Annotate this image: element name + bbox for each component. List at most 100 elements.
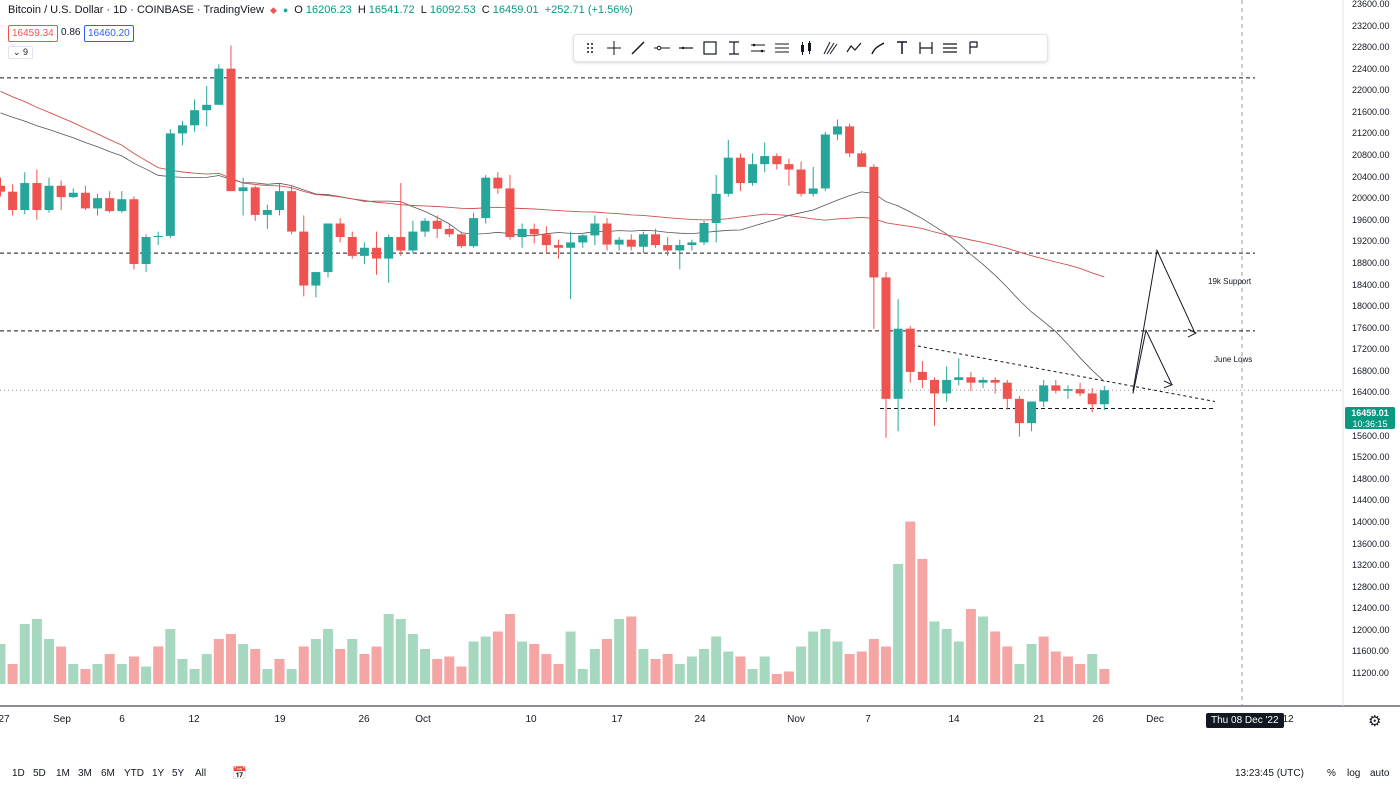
- range-button-1m[interactable]: 1M: [56, 768, 70, 779]
- auto-toggle[interactable]: auto: [1370, 768, 1390, 779]
- candle: [553, 239, 563, 259]
- candle: [117, 191, 127, 213]
- candle-body: [808, 188, 818, 194]
- range-button-1d[interactable]: 1D: [12, 768, 25, 779]
- price-tick-label: 18000.00: [1352, 301, 1390, 312]
- volume-bar: [856, 651, 867, 684]
- volume-bar: [541, 654, 552, 684]
- price-tick-label: 14400.00: [1352, 495, 1390, 506]
- candle-body: [323, 223, 333, 273]
- brush-icon[interactable]: [866, 36, 890, 60]
- volume-bar: [893, 564, 904, 684]
- volume-bar: [529, 644, 540, 684]
- range-button-5y[interactable]: 5Y: [172, 768, 185, 779]
- price-tick-label: 11600.00: [1352, 646, 1389, 657]
- time-tick-label: 12: [1282, 714, 1294, 725]
- candle: [1063, 385, 1073, 399]
- candle: [784, 158, 794, 186]
- flag-icon[interactable]: ◆: [269, 4, 277, 15]
- volume-bar: [286, 669, 297, 684]
- rectangle-icon[interactable]: [698, 36, 722, 60]
- candle: [711, 174, 721, 243]
- price-tick-label: 18400.00: [1352, 279, 1390, 290]
- projection-icon[interactable]: [914, 36, 938, 60]
- time-tick-label: Sep: [53, 714, 71, 725]
- candle-body: [917, 371, 927, 380]
- volume-bar: [941, 629, 952, 684]
- pitchfork-icon[interactable]: [818, 36, 842, 60]
- candle-body: [68, 192, 78, 198]
- horizontal-ray-icon[interactable]: [650, 36, 674, 60]
- price-tick-label: 19200.00: [1352, 236, 1390, 247]
- range-button-1y[interactable]: 1Y: [152, 768, 165, 779]
- time-tick-label: 12: [188, 714, 200, 725]
- candle-body: [881, 277, 891, 399]
- log-toggle[interactable]: log: [1347, 768, 1361, 779]
- candle-body: [723, 157, 733, 194]
- candle-body: [129, 199, 139, 264]
- descending-trend-line: [911, 344, 1216, 403]
- price-range-icon[interactable]: [722, 36, 746, 60]
- candle: [760, 142, 770, 173]
- long-position-icon[interactable]: [938, 36, 962, 60]
- range-button-5d[interactable]: 5D: [33, 768, 46, 779]
- candle: [1027, 401, 1037, 432]
- measure-icon[interactable]: [962, 36, 986, 60]
- disjoint-channel-icon[interactable]: [770, 36, 794, 60]
- candle-body: [893, 328, 903, 399]
- candle: [396, 183, 406, 256]
- range-button-all[interactable]: All: [195, 768, 207, 779]
- candle-body: [202, 104, 212, 111]
- volume-bar: [165, 629, 176, 684]
- sell-price-box[interactable]: 16459.34: [8, 25, 58, 42]
- path-icon[interactable]: [842, 36, 866, 60]
- goto-date-icon[interactable]: 📅: [232, 766, 247, 780]
- volume-bar: [189, 669, 200, 684]
- buy-price-box[interactable]: 16460.20: [84, 25, 134, 42]
- indicators-toggle[interactable]: ⌄ 9: [8, 46, 34, 59]
- candles-icon[interactable]: [794, 36, 818, 60]
- candle: [808, 166, 818, 197]
- range-button-3m[interactable]: 3M: [78, 768, 92, 779]
- price-tick-label: 15200.00: [1352, 452, 1390, 463]
- cursor-date-label: Thu 08 Dec '22: [1206, 713, 1284, 728]
- volume-bar: [699, 649, 710, 684]
- candle: [930, 377, 940, 426]
- volume-bar: [820, 629, 831, 684]
- range-button-ytd[interactable]: YTD: [124, 768, 144, 779]
- price-tick-label: 16800.00: [1352, 365, 1390, 376]
- range-button-6m[interactable]: 6M: [101, 768, 115, 779]
- settings-gear-icon[interactable]: ⚙: [1368, 713, 1382, 730]
- candle: [796, 161, 806, 197]
- candle: [238, 177, 248, 216]
- candle-body: [177, 125, 187, 134]
- text-icon[interactable]: [890, 36, 914, 60]
- volume-bar: [565, 631, 576, 684]
- utc-clock[interactable]: 13:23:45 (UTC): [1235, 768, 1304, 779]
- spread-value: 0.86: [61, 27, 81, 38]
- parallel-channel-icon[interactable]: [746, 36, 770, 60]
- volume-bar: [589, 649, 600, 684]
- candle-body: [614, 239, 624, 245]
- support-19k-label: 19k Support: [1208, 277, 1252, 286]
- volume-bar: [626, 616, 637, 684]
- crosshair-icon[interactable]: [602, 36, 626, 60]
- candle: [469, 212, 479, 248]
- candle-body: [481, 177, 491, 219]
- percent-toggle[interactable]: %: [1327, 768, 1336, 779]
- time-tick-label: 21: [1033, 714, 1045, 725]
- candle-body: [541, 234, 551, 246]
- candle-body: [529, 228, 539, 235]
- time-tick-label: Oct: [415, 714, 431, 725]
- symbol-title[interactable]: Bitcoin / U.S. Dollar · 1D · COINBASE · …: [8, 4, 264, 16]
- candle-body: [347, 236, 357, 256]
- candle-body: [832, 126, 842, 135]
- indicator-count: 9: [23, 47, 29, 57]
- horizontal-line-icon[interactable]: [674, 36, 698, 60]
- candle: [954, 358, 964, 386]
- candle: [917, 361, 927, 389]
- candle: [262, 204, 272, 229]
- trend-line-icon[interactable]: [626, 36, 650, 60]
- candle-body: [226, 68, 236, 192]
